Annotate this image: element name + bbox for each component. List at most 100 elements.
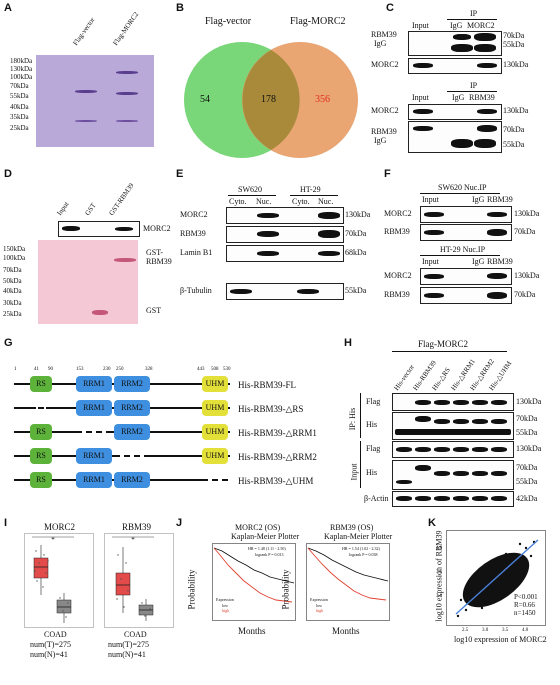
legend-low: low (316, 603, 322, 608)
kda-label: 70kDa (503, 125, 525, 134)
gel-band (116, 92, 138, 95)
construct-delta-rrm1: RS RRM2 UHM (14, 422, 230, 442)
position-label: 250 (116, 367, 124, 372)
gel-a (36, 55, 154, 147)
rrm2-domain: RRM2 (114, 472, 150, 488)
gel-band (75, 120, 97, 122)
lane-label: RBM39 (487, 195, 513, 204)
venn-overlap-count: 178 (261, 94, 276, 105)
lane-label: His-△RS (430, 366, 452, 392)
rs-domain: RS (30, 424, 52, 440)
header-line (228, 195, 276, 196)
blot-beta-tubulin (226, 283, 344, 300)
position-label: 508 (211, 367, 219, 372)
panel-label-k: K (428, 517, 436, 529)
stat-r: R=0.66 (514, 601, 535, 609)
kda-label: 70kDa (516, 463, 538, 472)
venn-right-count: 356 (315, 94, 330, 105)
lane-label: GST-RBM39 (107, 181, 136, 217)
kda-label: 130kDa (503, 106, 529, 115)
cell-line-label: HT-29 (300, 185, 321, 194)
panel-label-d: D (4, 168, 12, 180)
km-subtitle: Kaplan-Meier Plotter (231, 532, 300, 541)
row-label: RBM39 (384, 290, 410, 299)
blot-input-his (392, 460, 514, 490)
rrm1-domain: RRM1 (76, 400, 112, 416)
marker-label: 40kDa (3, 287, 22, 295)
position-label: 230 (103, 367, 111, 372)
km-high-curve (307, 547, 387, 601)
position-label: 530 (223, 367, 231, 372)
y-axis-label: log10 expression of RBM39 (434, 530, 444, 622)
hr-label: HR = 1.48 (1.11 - 2.50) (248, 546, 286, 551)
row-label: MORC2 (180, 210, 208, 219)
uhm-domain: UHM (202, 424, 228, 440)
rrm1-domain: RRM1 (76, 376, 112, 392)
count-label: num(N)=41 (30, 650, 68, 659)
ip-header: HT-29 Nuc.IP (440, 245, 486, 254)
legend-high: high (222, 608, 230, 613)
plot-title: RBM39 (122, 522, 152, 532)
kda-label: 68kDa (345, 248, 367, 257)
kda-label: 55kDa (516, 477, 538, 486)
blot-rbm39-igg-bottom (408, 121, 502, 153)
row-label: RBM39 (371, 30, 397, 39)
gel-band (116, 120, 138, 122)
row-label: Flag (366, 444, 381, 453)
marker-label: 100kDa (10, 73, 33, 81)
lane-label: IgG (472, 195, 485, 204)
header-line (420, 255, 500, 256)
km-title: RBM39 (OS) (330, 523, 374, 532)
venn-left-label: Flag-vector (205, 16, 252, 27)
header-line (392, 351, 507, 352)
row-label: RBM39 (371, 127, 397, 136)
position-label: 328 (145, 367, 153, 372)
marker-label: 180kDa (10, 57, 33, 65)
blot-morc2 (420, 268, 512, 285)
blot-morc2 (58, 221, 140, 237)
y-tick: 3.5 (436, 570, 443, 575)
hr-label: HR = 1.54 (1.02 - 2.32) (342, 546, 380, 551)
blot-rbm39 (420, 287, 512, 304)
panel-label-c: C (386, 2, 394, 14)
panel-label-f: F (384, 168, 391, 180)
position-label: 41 (34, 367, 39, 372)
legend-low: low (222, 603, 228, 608)
kda-label: 130kDa (345, 210, 371, 219)
marker-label: 50kDa (3, 277, 22, 285)
scatter-plot (446, 530, 546, 626)
row-label: His (366, 468, 378, 477)
row-label: Lamin B1 (180, 248, 213, 257)
kda-label: 130kDa (516, 444, 542, 453)
kda-label: 55kDa (516, 428, 538, 437)
construct-label: His-RBM39-△UHM (238, 476, 314, 486)
band-label: RBM39 (146, 257, 172, 266)
construct-label: His-RBM39-FL (238, 380, 297, 390)
blot-rbm39 (226, 226, 344, 243)
panel-label-a: A (4, 2, 12, 14)
construct-label: His-RBM39-△RRM1 (238, 428, 317, 438)
row-label: MORC2 (143, 224, 171, 233)
gel-band (75, 90, 97, 93)
marker-label: 70kDa (10, 82, 29, 90)
dataset-label: COAD (44, 630, 67, 639)
marker-label: 55kDa (10, 92, 29, 100)
lane-label: MORC2 (467, 21, 495, 30)
kda-label: 130kDa (503, 60, 529, 69)
dataset-label: COAD (124, 630, 147, 639)
count-label: num(T)=275 (30, 640, 71, 649)
km-xlabel: Months (238, 626, 266, 636)
band-label: GST (146, 306, 162, 315)
km-high-curve (213, 547, 293, 603)
rs-domain: RS (30, 376, 52, 392)
lane-label: IgG (450, 21, 463, 30)
km-title: MORC2 (OS) (235, 523, 281, 532)
marker-label: 25kDa (10, 124, 29, 132)
kda-label: 42kDa (516, 494, 538, 503)
marker-label: 150kDa (3, 245, 26, 253)
kda-label: 130kDa (514, 209, 540, 218)
band-label: GST- (146, 248, 164, 257)
km-plot-rbm39 (306, 543, 390, 621)
panel-label-e: E (176, 168, 184, 180)
kda-label: 55kDa (345, 286, 367, 295)
